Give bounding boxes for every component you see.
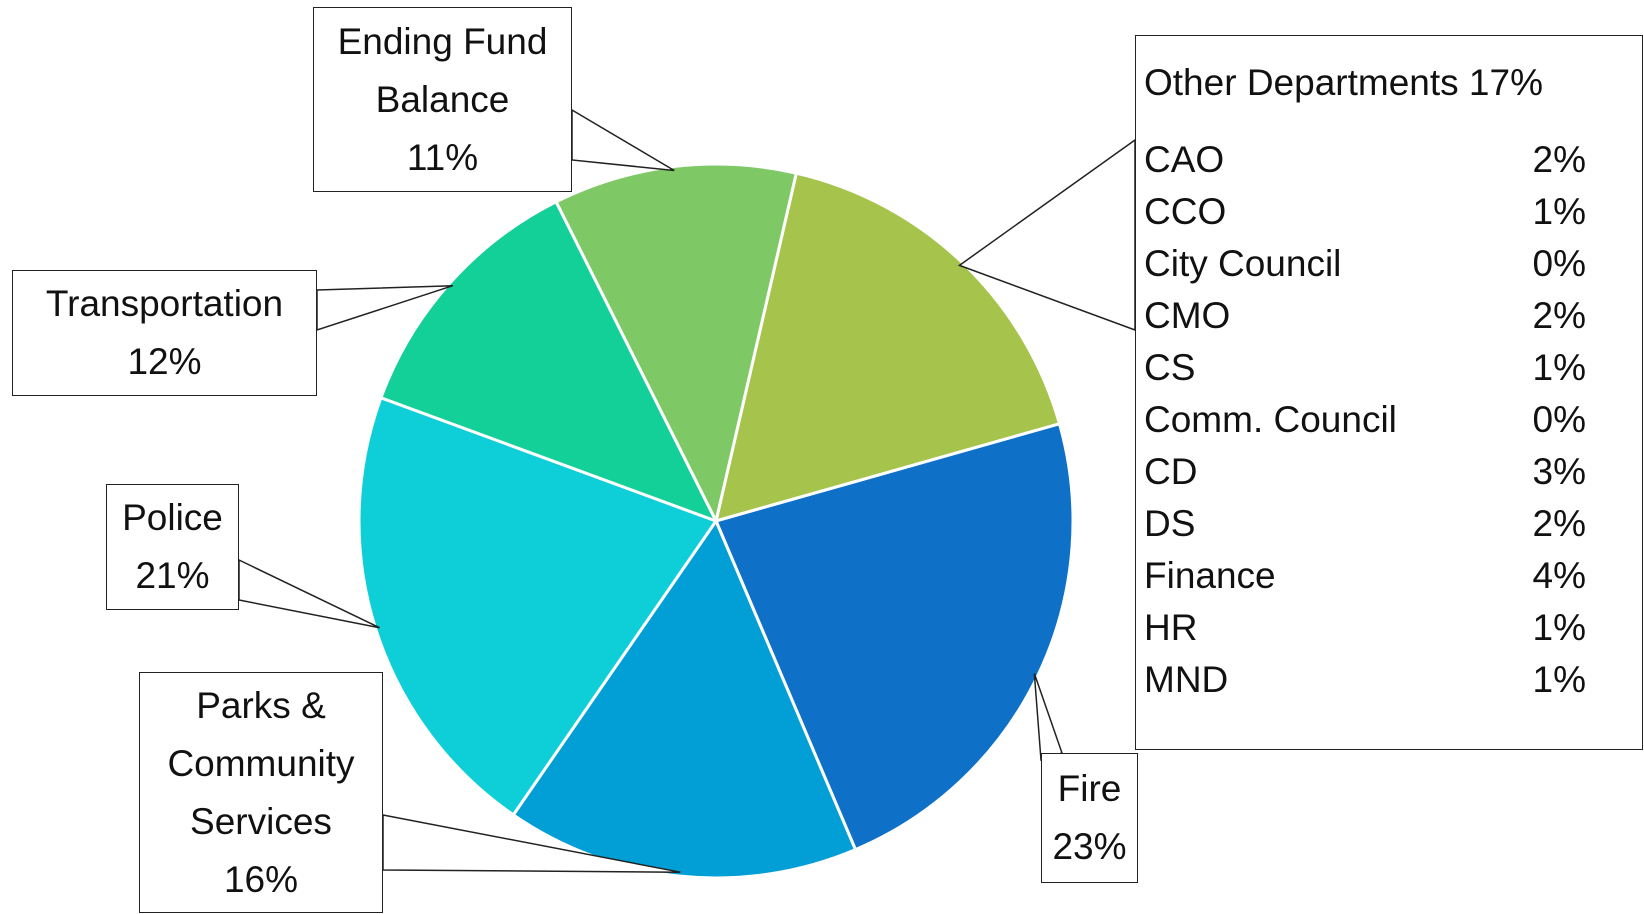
slice-label: Parks & Community Services <box>167 684 355 842</box>
breakdown-value: 1% <box>1532 347 1586 388</box>
breakdown-name: CCO <box>1144 191 1227 232</box>
breakdown-name: MND <box>1144 659 1229 700</box>
breakdown-name: CAO <box>1144 139 1225 180</box>
breakdown-name: DS <box>1144 503 1196 544</box>
breakdown-name: HR <box>1144 607 1198 648</box>
callout-pointer <box>382 814 681 873</box>
breakdown-value: 2% <box>1532 295 1586 336</box>
breakdown-table: CAO 2% CCO 1% City Council 0% CMO 2% CS 1% Comm. C… <box>1144 134 1642 706</box>
breakdown-value: 0% <box>1532 399 1586 440</box>
breakdown-name: Finance <box>1144 555 1276 596</box>
breakdown-name: Comm. Council <box>1144 399 1397 440</box>
slice-label: Other Departments <box>1144 62 1459 103</box>
breakdown-name: CD <box>1144 451 1198 492</box>
pie-slice <box>379 199 720 524</box>
breakdown-name: CS <box>1144 347 1196 388</box>
callout-pointer <box>238 558 380 629</box>
breakdown-value: 4% <box>1532 555 1586 596</box>
slice-label: Transportation <box>45 283 284 324</box>
callout-heading: Other Departments 17% <box>1144 54 1642 112</box>
slice-value-label: 12% <box>127 341 202 382</box>
callout-pointer <box>1033 673 1063 762</box>
breakdown-name: City Council <box>1144 243 1342 284</box>
callout-box: Other Departments 17% CAO 2% CCO 1% City Coun… <box>1135 35 1643 750</box>
breakdown-value: 3% <box>1532 451 1586 492</box>
breakdown-value: 2% <box>1532 503 1586 544</box>
breakdown-value: 1% <box>1532 191 1586 232</box>
slice-label: Police <box>122 497 223 538</box>
pie-slice <box>554 162 799 526</box>
slice-value-label: 21% <box>135 555 210 596</box>
breakdown-value: 1% <box>1532 607 1586 648</box>
callout-pointer <box>571 108 675 172</box>
slice-value-label: 11% <box>406 136 479 178</box>
slice-label: Ending Fund Balance <box>337 20 548 120</box>
slice-value-label: 17% <box>1468 62 1543 103</box>
callout-box: Fire 23% <box>1041 753 1138 883</box>
breakdown-value: 2% <box>1532 139 1586 180</box>
callout-box: Ending Fund Balance 11% <box>313 7 572 192</box>
slice-value-label: 16% <box>223 858 299 900</box>
pie-slice <box>713 421 1075 852</box>
breakdown-value: 1% <box>1532 659 1586 700</box>
pie-slice <box>357 395 719 817</box>
callout-box: Parks & Community Services 16% <box>139 672 383 913</box>
callout-box: Police 21% <box>106 484 239 610</box>
pie-slice <box>511 517 858 880</box>
callout-box: Transportation 12% <box>12 270 317 396</box>
slice-value-label: 23% <box>1052 826 1127 867</box>
breakdown-name: CMO <box>1144 295 1231 336</box>
slice-label: Fire <box>1057 768 1122 809</box>
breakdown-value: 0% <box>1532 243 1586 284</box>
callout-pointer <box>316 284 454 332</box>
